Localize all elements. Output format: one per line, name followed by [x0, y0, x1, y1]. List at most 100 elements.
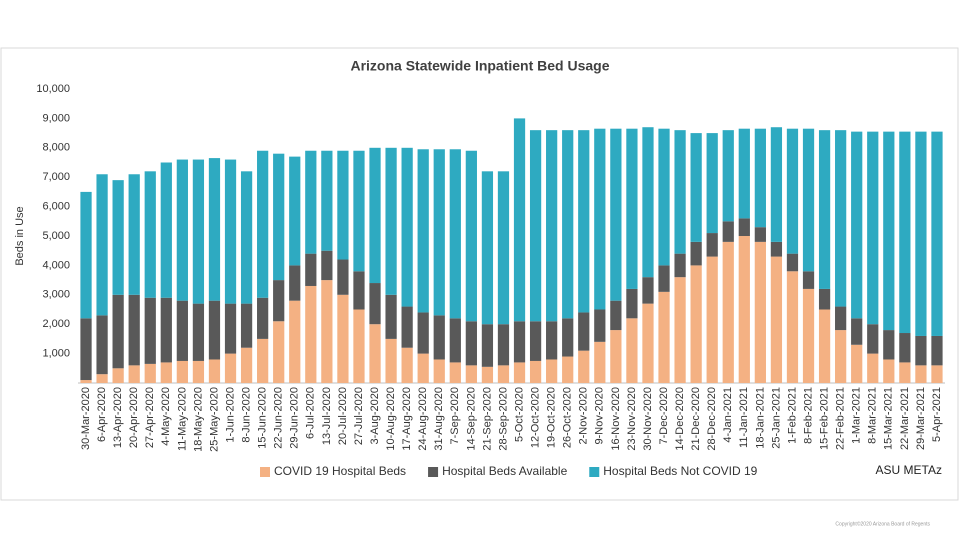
bar-segment	[658, 291, 670, 383]
footer: Copyright©2020 Arizona Board of Regents	[835, 520, 930, 527]
bar-segment	[562, 356, 574, 383]
x-tick-label: 22-Jun-2020	[273, 387, 285, 449]
bar-segment	[305, 285, 317, 383]
x-tick-label: 22-Mar-2021	[899, 387, 911, 450]
x-tick-label: 15-Jun-2020	[257, 387, 269, 449]
x-tick-label: 13-Apr-2020	[112, 387, 124, 448]
bar-segment	[546, 130, 558, 322]
x-tick-label: 25-Jan-2021	[770, 387, 782, 449]
x-tick-label: 29-Mar-2021	[915, 387, 927, 450]
bar-segment	[786, 128, 799, 254]
x-tick-label: 15-Feb-2021	[818, 387, 830, 450]
bar-segment	[770, 256, 783, 383]
y-tick-label: 6,000	[42, 201, 70, 213]
bar-segment	[513, 362, 526, 383]
bar-segment	[642, 127, 654, 278]
bar-segment	[321, 250, 333, 281]
bar-segment	[497, 324, 510, 366]
x-tick-label: 8-Mar-2021	[867, 387, 879, 444]
x-tick-label: 7-Sep-2020	[449, 387, 461, 445]
x-tick-label: 10-Aug-2020	[385, 387, 397, 451]
bar-segment	[754, 241, 766, 383]
bar-segment	[626, 288, 638, 319]
x-tick-label: 8-Feb-2021	[802, 387, 814, 444]
bar-segment	[417, 353, 429, 383]
x-tick-label: 23-Nov-2020	[626, 387, 638, 451]
bar-segment	[80, 191, 92, 319]
bar-segment	[706, 256, 718, 383]
bar-segment	[289, 156, 301, 266]
bar-segment	[337, 259, 349, 295]
bar-segment	[321, 280, 333, 383]
bar-segment	[754, 128, 766, 228]
y-tick-label: 3,000	[42, 289, 70, 301]
bar-segment	[722, 221, 734, 242]
y-tick-label: 1,000	[42, 348, 70, 360]
x-tick-label: 11-May-2020	[176, 387, 188, 451]
bar-segment	[112, 294, 124, 369]
bar-segment	[867, 324, 879, 354]
bar-segment	[818, 130, 831, 289]
bar-segment	[610, 128, 622, 301]
x-tick-label: 5-Oct-2020	[513, 387, 525, 442]
bar-segment	[883, 359, 895, 383]
bar-segment	[802, 271, 815, 289]
bar-segment	[786, 253, 799, 272]
x-tick-label: 13-Jul-2020	[321, 387, 333, 445]
y-tick-label: 8,000	[42, 142, 70, 154]
bar-segment	[578, 350, 590, 383]
bar-segment	[337, 150, 349, 260]
bar-segment	[562, 318, 574, 357]
x-tick-label: 1-Feb-2021	[786, 387, 798, 444]
bar-segment	[273, 280, 285, 322]
bar-segment	[128, 365, 140, 383]
bar-segment	[160, 297, 172, 363]
bar-segment	[481, 324, 494, 367]
bar-segment	[738, 128, 750, 219]
bar-segment	[835, 130, 847, 307]
x-tick-label: 27-Apr-2020	[144, 387, 156, 448]
y-tick-label: 7,000	[42, 171, 70, 183]
bar-segment	[224, 303, 237, 354]
x-tick-label: 25-May-2020	[208, 387, 220, 452]
y-tick-label: 9,000	[42, 112, 70, 124]
bar-segment	[899, 362, 911, 383]
bar-segment	[738, 236, 750, 383]
bar-segment	[112, 368, 124, 383]
bar-segment	[851, 131, 863, 319]
bar-segment	[465, 150, 477, 322]
bar-segment	[128, 174, 140, 295]
bar-segment	[305, 150, 317, 254]
bar-segment	[433, 315, 445, 360]
x-tick-label: 20-Apr-2020	[128, 387, 140, 448]
bar-segment	[626, 318, 638, 383]
bar-segment	[305, 253, 317, 286]
bar-segment	[770, 127, 783, 242]
bar-segment	[931, 365, 943, 383]
bar-segment	[706, 233, 718, 257]
bar-segment	[529, 130, 542, 322]
bar-segment	[433, 359, 445, 383]
bar-segment	[160, 162, 172, 298]
x-tick-label: 11-Jan-2021	[738, 387, 750, 448]
x-tick-label: 21-Sep-2020	[481, 387, 493, 451]
bar-segment	[594, 309, 606, 342]
bar-segment	[594, 128, 606, 310]
bar-segment	[642, 303, 654, 383]
x-tick-label: 20-Jul-2020	[337, 387, 349, 445]
bar-segment	[513, 118, 526, 322]
bar-segment	[642, 277, 654, 304]
x-tick-label: 1-Mar-2021	[851, 387, 863, 444]
bar-segment	[738, 218, 750, 236]
legend-swatch	[260, 467, 270, 477]
bar-segment	[802, 128, 815, 272]
x-tick-label: 30-Nov-2020	[642, 387, 654, 451]
x-tick-label: 5-Apr-2021	[931, 387, 943, 442]
bar-segment	[385, 147, 397, 295]
bar-segment	[176, 159, 188, 301]
bar-segment	[240, 171, 253, 304]
chart-title: Arizona Statewide Inpatient Bed Usage	[350, 58, 609, 74]
bar-segment	[385, 338, 397, 383]
logo: ASU METAz	[876, 463, 942, 477]
bar-segment	[818, 309, 831, 383]
